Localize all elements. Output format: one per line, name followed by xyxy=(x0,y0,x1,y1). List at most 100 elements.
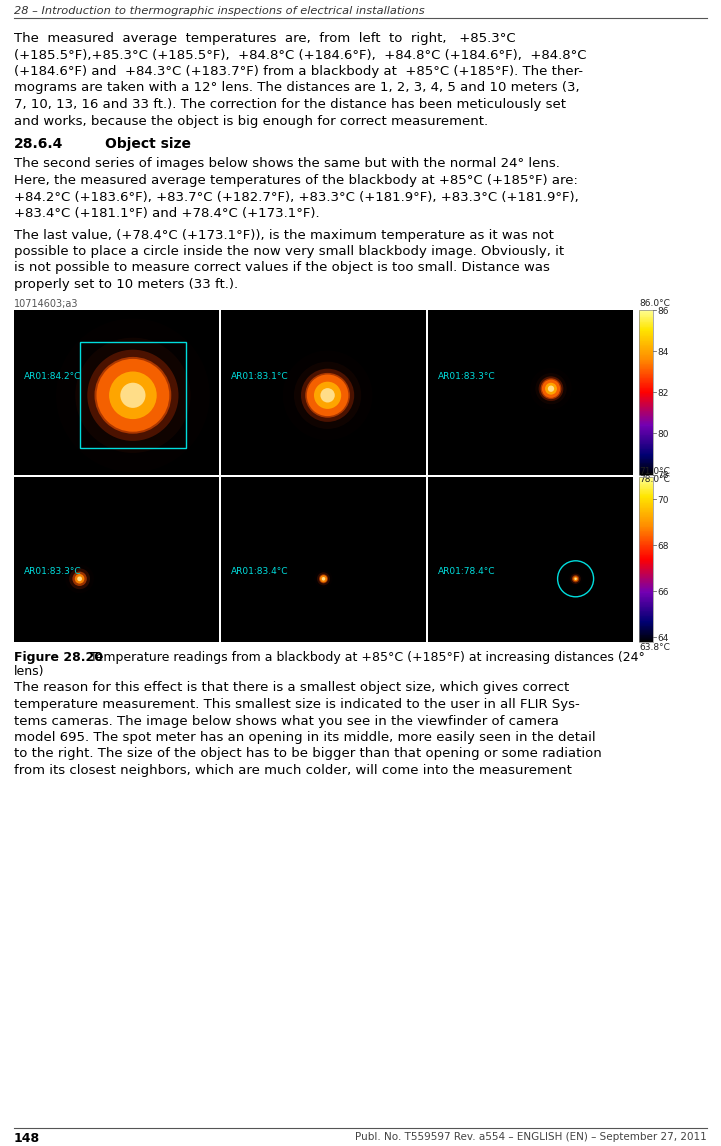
Bar xyxy=(639,338,653,339)
Bar xyxy=(639,539,653,540)
Bar xyxy=(639,572,653,573)
Bar xyxy=(639,617,653,618)
Bar xyxy=(639,507,653,509)
Bar xyxy=(639,372,653,374)
Bar xyxy=(639,434,653,437)
Bar xyxy=(639,421,653,422)
Bar xyxy=(639,429,653,431)
Bar xyxy=(639,614,653,615)
Bar xyxy=(639,405,653,406)
Bar xyxy=(639,347,653,348)
Circle shape xyxy=(545,383,557,394)
Bar xyxy=(80,343,186,448)
Bar xyxy=(639,431,653,432)
Bar xyxy=(639,519,653,520)
Bar xyxy=(639,527,653,528)
Bar xyxy=(639,494,653,495)
Text: +83.4°C (+181.1°F) and +78.4°C (+173.1°F).: +83.4°C (+181.1°F) and +78.4°C (+173.1°F… xyxy=(14,207,319,220)
Bar xyxy=(639,470,653,471)
Bar xyxy=(639,369,653,370)
Bar xyxy=(639,563,653,565)
Bar xyxy=(639,565,653,566)
Bar xyxy=(639,461,653,462)
Bar xyxy=(639,566,653,567)
Bar xyxy=(639,350,653,352)
Bar xyxy=(639,465,653,466)
Bar xyxy=(639,397,653,399)
Text: 63.8°C: 63.8°C xyxy=(639,643,670,651)
Text: Temperature readings from a blackbody at +85°C (+185°F) at increasing distances : Temperature readings from a blackbody at… xyxy=(86,651,645,665)
Bar xyxy=(639,416,653,417)
Circle shape xyxy=(536,374,567,405)
Bar xyxy=(639,376,653,377)
Bar xyxy=(639,619,653,620)
Text: 148: 148 xyxy=(14,1132,40,1145)
Bar xyxy=(639,382,653,384)
Bar xyxy=(639,406,653,407)
Bar xyxy=(639,615,653,617)
Bar xyxy=(639,410,653,411)
Bar xyxy=(639,323,653,324)
Bar xyxy=(639,370,653,371)
Bar xyxy=(639,519,653,520)
Bar xyxy=(639,320,653,321)
Bar xyxy=(639,320,653,322)
Bar xyxy=(639,351,653,352)
Bar xyxy=(639,621,653,623)
Bar xyxy=(639,314,653,315)
Bar xyxy=(639,408,653,410)
Bar xyxy=(639,591,653,592)
Bar xyxy=(639,548,653,549)
Bar xyxy=(639,536,653,537)
Bar xyxy=(639,360,653,361)
Bar xyxy=(639,332,653,333)
Bar xyxy=(639,367,653,368)
Bar xyxy=(639,607,653,609)
Bar xyxy=(639,342,653,343)
Bar xyxy=(639,586,653,587)
Bar xyxy=(639,633,653,634)
Bar xyxy=(639,464,653,466)
Bar xyxy=(639,531,653,532)
Bar xyxy=(639,485,653,486)
Bar xyxy=(639,601,653,603)
Bar xyxy=(639,338,653,339)
Bar xyxy=(639,400,653,401)
Bar xyxy=(639,484,653,485)
Text: 86.0°C: 86.0°C xyxy=(639,299,670,308)
Bar xyxy=(639,332,653,333)
Bar xyxy=(639,570,653,571)
Bar xyxy=(639,574,653,576)
Bar xyxy=(639,478,653,479)
Bar xyxy=(639,330,653,331)
Bar xyxy=(639,391,653,392)
Bar xyxy=(639,560,653,562)
Bar xyxy=(639,312,653,313)
Bar xyxy=(639,359,653,360)
Bar xyxy=(639,635,653,636)
Bar xyxy=(639,434,653,435)
Circle shape xyxy=(314,382,341,409)
Bar xyxy=(639,542,653,544)
Bar xyxy=(639,448,653,449)
Bar xyxy=(639,594,653,595)
Bar xyxy=(639,537,653,539)
Bar xyxy=(639,437,653,438)
Bar xyxy=(639,362,653,363)
Text: temperature measurement. This smallest size is indicated to the user in all FLIR: temperature measurement. This smallest s… xyxy=(14,698,580,711)
Bar xyxy=(639,636,653,638)
Bar xyxy=(639,508,653,509)
Bar xyxy=(639,393,653,395)
Text: possible to place a circle inside the now very small blackbody image. Obviously,: possible to place a circle inside the no… xyxy=(14,245,564,258)
Bar xyxy=(639,417,653,418)
Text: 68: 68 xyxy=(657,542,668,551)
Bar xyxy=(639,314,653,316)
Bar xyxy=(639,510,653,511)
Bar xyxy=(639,401,653,402)
Text: The second series of images below shows the same but with the normal 24° lens.: The second series of images below shows … xyxy=(14,157,560,171)
Bar xyxy=(639,447,653,448)
Bar xyxy=(639,455,653,456)
Bar xyxy=(639,383,653,384)
Circle shape xyxy=(77,576,82,581)
Bar xyxy=(639,489,653,490)
